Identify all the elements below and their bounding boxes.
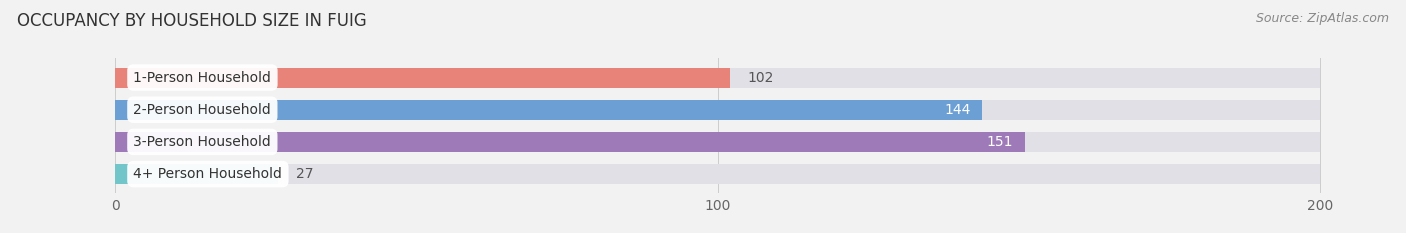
Bar bbox=[115, 132, 1025, 152]
Bar bbox=[115, 100, 983, 120]
Text: 4+ Person Household: 4+ Person Household bbox=[134, 167, 283, 181]
Bar bbox=[115, 68, 1320, 88]
Text: 144: 144 bbox=[943, 103, 970, 117]
Text: OCCUPANCY BY HOUSEHOLD SIZE IN FUIG: OCCUPANCY BY HOUSEHOLD SIZE IN FUIG bbox=[17, 12, 367, 30]
Text: 1-Person Household: 1-Person Household bbox=[134, 71, 271, 85]
Text: 2-Person Household: 2-Person Household bbox=[134, 103, 271, 117]
Bar bbox=[115, 164, 1320, 184]
Text: 27: 27 bbox=[297, 167, 314, 181]
Text: 151: 151 bbox=[986, 135, 1012, 149]
Bar bbox=[115, 164, 278, 184]
Bar bbox=[115, 132, 1320, 152]
Text: Source: ZipAtlas.com: Source: ZipAtlas.com bbox=[1256, 12, 1389, 25]
Text: 102: 102 bbox=[748, 71, 775, 85]
Text: 3-Person Household: 3-Person Household bbox=[134, 135, 271, 149]
Bar bbox=[115, 100, 1320, 120]
Bar bbox=[115, 68, 730, 88]
